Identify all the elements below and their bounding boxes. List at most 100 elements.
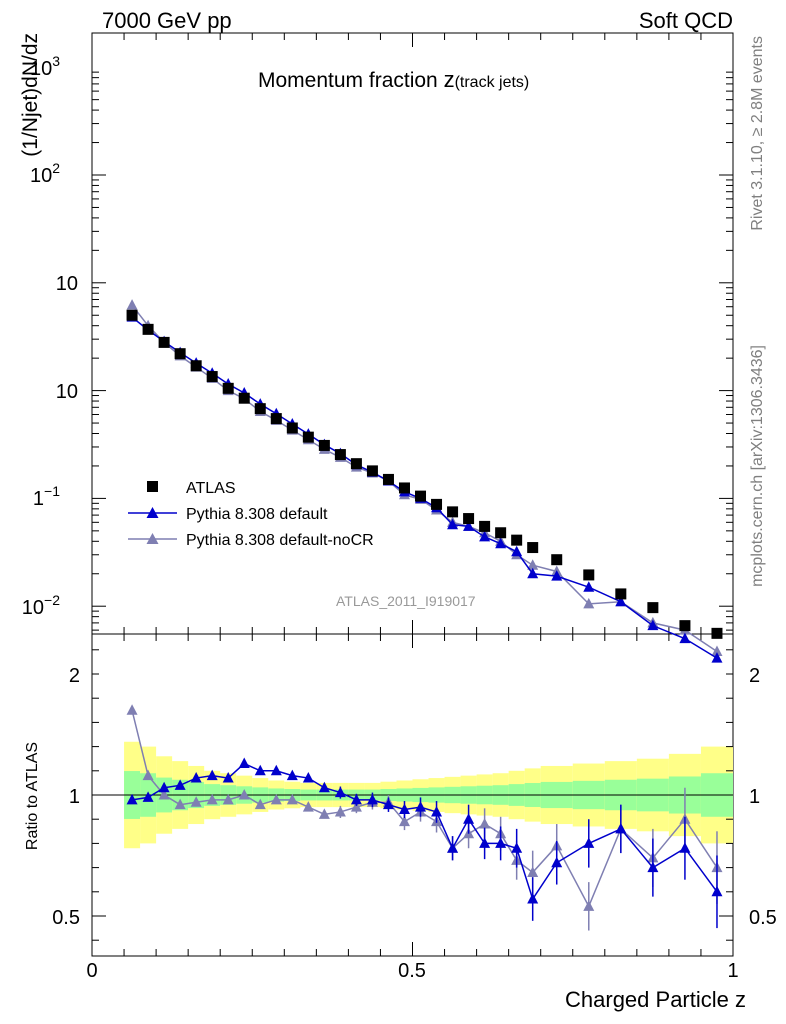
ratio-point-pythia-default-11 — [302, 772, 314, 783]
ratio-point-pythia-nocr-14 — [350, 801, 362, 812]
ratio-point-pythia-nocr-1 — [142, 769, 154, 781]
ratio-point-pythia-nocr-9 — [270, 793, 282, 805]
side-text-top: Rivet 3.1.10, ≥ 2.8M events — [749, 36, 766, 231]
main-point-pythia-nocr-31 — [711, 645, 723, 656]
ratio-point-pythia-default-4 — [190, 772, 202, 783]
ratio-point-pythia-nocr-3 — [174, 798, 186, 810]
main-ytick-label-4: 102 — [30, 160, 60, 187]
main-point-pythia-default-28 — [615, 595, 627, 607]
main-point-atlas-15 — [366, 465, 378, 477]
header-left: 7000 GeV pp — [102, 8, 232, 33]
main-point-pythia-default-29 — [647, 619, 659, 631]
ratio-point-pythia-default-26 — [551, 856, 563, 868]
ratio-point-pythia-nocr-17 — [398, 815, 410, 827]
ratio-ytick-right-2: 2 — [749, 665, 760, 687]
main-ytick-label-2: 10 — [56, 381, 78, 403]
main-point-atlas-22 — [479, 520, 491, 532]
ratio-point-pythia-default-8 — [254, 764, 266, 776]
main-ytick-label-5: 103 — [30, 53, 60, 80]
legend: ATLAS Pythia 8.308 default Pythia 8.308 … — [128, 480, 374, 549]
legend-label-pythia-default: Pythia 8.308 default — [186, 506, 328, 523]
main-point-atlas-29 — [647, 602, 659, 614]
ratio-point-pythia-nocr-12 — [318, 808, 330, 819]
axis-ticks — [91, 33, 734, 956]
ratio-point-pythia-nocr-7 — [238, 789, 250, 800]
main-point-atlas-1 — [142, 323, 154, 335]
main-point-atlas-2 — [158, 336, 170, 348]
main-y-axis-title: (1/Njet)dN/dz — [19, 33, 42, 157]
main-point-pythia-nocr-27 — [583, 597, 595, 609]
ratio-ytick-left-1: 1 — [69, 786, 80, 808]
ratio-point-pythia-default-13 — [334, 786, 346, 798]
main-point-atlas-5 — [206, 371, 218, 383]
ratio-point-pythia-default-24 — [511, 842, 523, 853]
legend-label-atlas: ATLAS — [186, 480, 236, 497]
main-point-atlas-30 — [679, 620, 691, 632]
xtick-label-1: 0.5 — [398, 960, 426, 982]
ratio-point-pythia-default-12 — [318, 781, 330, 793]
side-text-bottom: mcplots.cern.ch [arXiv:1306.3436] — [749, 345, 766, 587]
ratio-point-pythia-default-17 — [398, 803, 410, 815]
main-point-atlas-9 — [270, 413, 282, 425]
main-point-atlas-3 — [174, 348, 186, 360]
ratio-point-pythia-default-16 — [382, 798, 394, 810]
ratio-point-pythia-default-25 — [527, 893, 539, 904]
main-point-pythia-default-23 — [495, 537, 507, 549]
main-point-atlas-18 — [415, 490, 427, 502]
main-point-atlas-31 — [711, 627, 723, 639]
ratio-point-pythia-default-18 — [415, 801, 427, 812]
main-point-atlas-11 — [302, 431, 314, 443]
main-point-atlas-23 — [495, 527, 507, 539]
main-point-atlas-4 — [190, 360, 202, 372]
x-axis-title: Charged Particle z — [565, 987, 746, 1012]
main-point-pythia-nocr-0 — [126, 299, 138, 310]
main-point-pythia-default-30 — [679, 632, 691, 644]
ratio-point-pythia-default-10 — [286, 769, 298, 781]
xtick-label-2: 1 — [727, 960, 738, 982]
main-point-atlas-13 — [334, 449, 346, 461]
ratio-point-pythia-default-7 — [238, 757, 250, 769]
ratio-point-pythia-default-31 — [711, 885, 723, 897]
ratio-point-pythia-nocr-22 — [479, 818, 491, 829]
ratio-point-pythia-default-30 — [679, 842, 691, 853]
xtick-label-0: 0 — [86, 960, 97, 982]
x-tick-labels: 0 0.5 1 — [86, 960, 738, 982]
ratio-y-tick-labels-left: 0.5 1 2 — [52, 665, 80, 929]
ratio-series-pythia-nocr — [126, 704, 723, 931]
ratio-point-pythia-default-22 — [479, 837, 491, 848]
main-y-tick-labels: 10−2 1−1 10 10 102 103 — [22, 53, 78, 619]
main-ytick-label-1: 1−1 — [33, 483, 60, 510]
main-point-atlas-10 — [286, 422, 298, 434]
ratio-point-pythia-nocr-13 — [334, 805, 346, 817]
ratio-point-pythia-nocr-25 — [527, 866, 539, 877]
ratio-point-pythia-default-5 — [206, 769, 218, 781]
ratio-point-pythia-default-20 — [447, 842, 459, 853]
ratio-point-pythia-nocr-8 — [254, 798, 266, 810]
ratio-point-pythia-nocr-0 — [126, 704, 138, 715]
legend-marker-atlas — [147, 481, 158, 492]
ratio-point-pythia-default-9 — [270, 764, 282, 776]
ratio-point-pythia-default-27 — [583, 837, 595, 848]
analysis-watermark: ATLAS_2011_I919017 — [336, 593, 476, 609]
main-point-pythia-default-26 — [551, 570, 563, 581]
ratio-point-pythia-nocr-11 — [302, 801, 314, 812]
main-point-pythia-default-24 — [511, 545, 523, 557]
main-point-pythia-nocr-25 — [527, 559, 539, 570]
ratio-y-axis-title: Ratio to ATLAS — [24, 742, 41, 850]
main-point-atlas-28 — [615, 588, 627, 600]
ratio-point-pythia-default-14 — [350, 793, 362, 805]
main-point-atlas-19 — [431, 498, 443, 510]
ratio-point-pythia-default-23 — [495, 837, 507, 848]
main-ytick-label-3: 10 — [56, 273, 78, 295]
main-point-atlas-17 — [398, 482, 410, 494]
main-point-atlas-26 — [551, 554, 563, 566]
main-series-atlas — [126, 309, 723, 639]
ratio-point-pythia-nocr-5 — [206, 793, 218, 805]
ratio-point-pythia-default-15 — [366, 793, 378, 805]
main-point-pythia-default-25 — [527, 567, 539, 579]
ratio-point-pythia-default-2 — [158, 781, 170, 793]
main-point-atlas-7 — [238, 392, 250, 404]
plot-title: Momentum fraction z(track jets) — [258, 67, 529, 92]
main-point-atlas-6 — [222, 382, 234, 394]
